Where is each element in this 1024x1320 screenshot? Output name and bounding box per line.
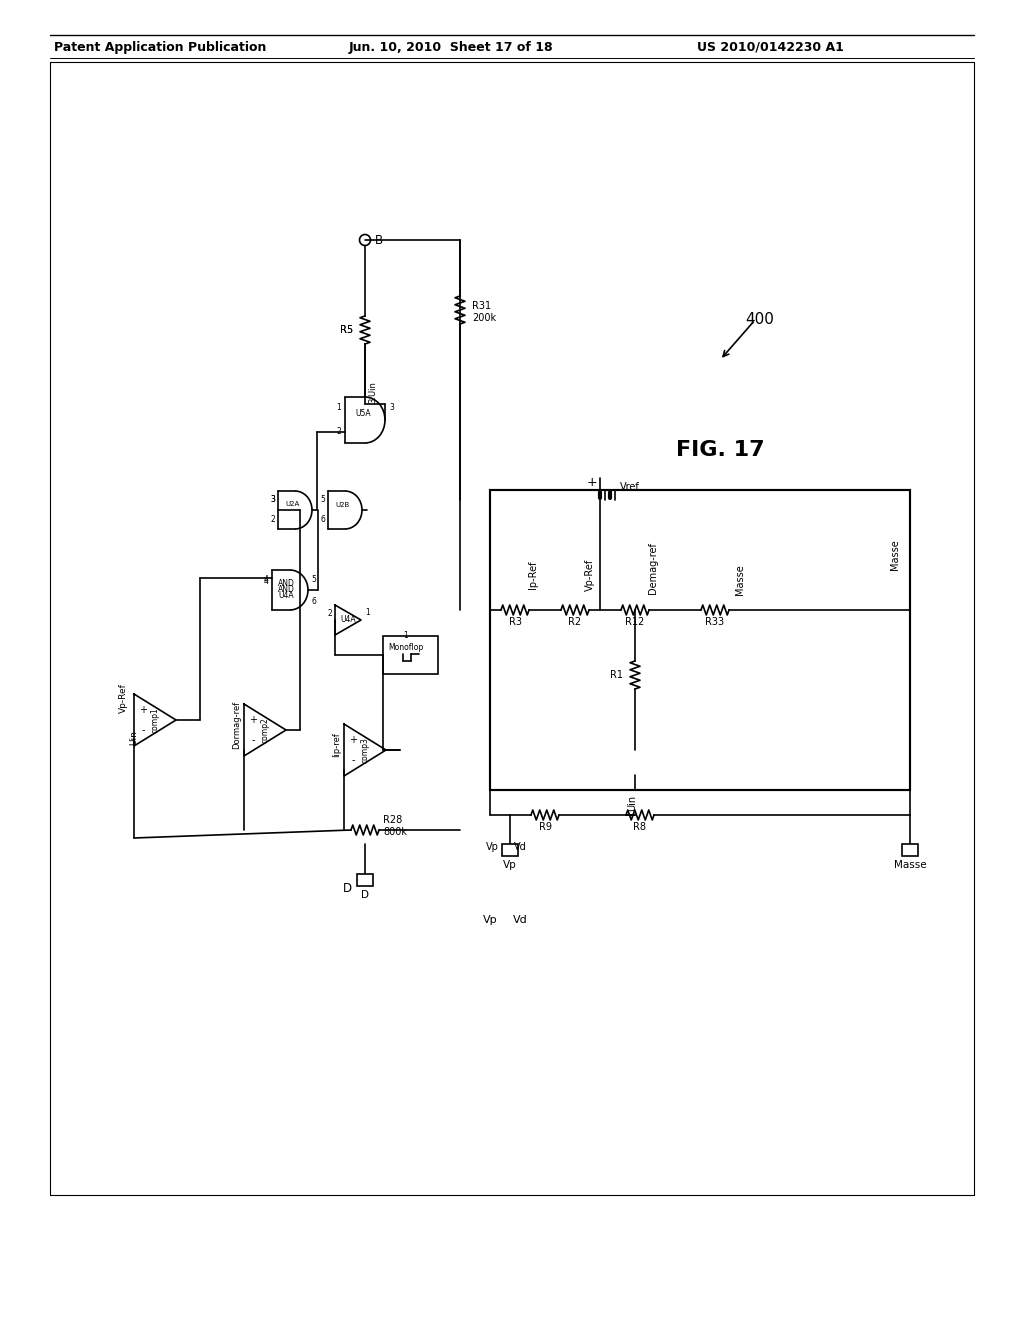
Text: R5: R5: [340, 325, 353, 335]
Text: U4A: U4A: [279, 591, 294, 601]
Text: Vp-Ref: Vp-Ref: [119, 682, 128, 713]
Text: +: +: [249, 714, 257, 725]
Text: Vp: Vp: [482, 915, 498, 925]
Text: AND: AND: [278, 579, 295, 589]
Text: Jun. 10, 2010  Sheet 17 of 18: Jun. 10, 2010 Sheet 17 of 18: [349, 41, 553, 54]
Bar: [502, 843, 518, 855]
Text: +: +: [139, 705, 147, 714]
Text: 2: 2: [336, 428, 341, 437]
Text: 4: 4: [263, 577, 268, 586]
Text: +: +: [349, 735, 357, 744]
Text: FIG. 17: FIG. 17: [676, 440, 764, 459]
Text: Dormag-ref: Dormag-ref: [232, 701, 242, 750]
Text: Monoflop: Monoflop: [388, 643, 424, 652]
Text: AND: AND: [278, 586, 295, 594]
Text: Ip-Ref: Ip-Ref: [528, 561, 538, 589]
Text: 3: 3: [270, 495, 275, 504]
Polygon shape: [344, 723, 386, 776]
Text: 800k: 800k: [383, 828, 407, 837]
Text: 2: 2: [270, 516, 275, 524]
Text: 3.Uin: 3.Uin: [369, 381, 378, 403]
Text: US 2010/0142230 A1: US 2010/0142230 A1: [696, 41, 844, 54]
Text: -: -: [351, 755, 355, 766]
Text: 5: 5: [311, 574, 315, 583]
Text: comp2: comp2: [260, 717, 269, 743]
Text: R31: R31: [472, 301, 492, 312]
Text: Patent Application Publication: Patent Application Publication: [54, 41, 266, 54]
Polygon shape: [335, 605, 361, 635]
Text: 1: 1: [336, 404, 341, 412]
Text: R2: R2: [568, 616, 582, 627]
Text: B: B: [375, 234, 383, 247]
Text: R8: R8: [634, 822, 646, 832]
Text: R3: R3: [509, 616, 521, 627]
Text: R33: R33: [706, 616, 725, 627]
Text: R9: R9: [539, 822, 552, 832]
Text: Vd: Vd: [514, 842, 526, 851]
Text: Vp-Ref: Vp-Ref: [585, 558, 595, 591]
Text: comp3: comp3: [360, 737, 370, 763]
Bar: [383, 636, 437, 675]
Text: R28: R28: [383, 814, 402, 825]
Text: +: +: [587, 477, 597, 490]
Text: 3: 3: [389, 404, 394, 412]
Text: U5A: U5A: [355, 409, 371, 418]
Text: 6: 6: [311, 597, 315, 606]
Text: U2B: U2B: [336, 502, 350, 508]
Text: Vd: Vd: [513, 915, 527, 925]
Polygon shape: [134, 694, 176, 746]
Text: Vref: Vref: [620, 482, 640, 492]
Text: Masse: Masse: [735, 565, 745, 595]
Text: -: -: [141, 726, 145, 735]
Text: Iip-ref: Iip-ref: [333, 733, 341, 758]
Text: U4A: U4A: [340, 615, 355, 624]
Polygon shape: [244, 704, 286, 756]
Text: -: -: [252, 735, 255, 746]
Bar: [357, 874, 373, 886]
Text: Masse: Masse: [890, 540, 900, 570]
Bar: [902, 843, 918, 855]
Text: Uin: Uin: [627, 795, 637, 810]
Text: 1: 1: [403, 631, 409, 639]
Text: 1: 1: [365, 609, 370, 616]
Text: R12: R12: [626, 616, 645, 627]
Text: Masse: Masse: [894, 861, 927, 870]
Text: Demag-ref: Demag-ref: [648, 543, 658, 594]
Text: 3: 3: [270, 495, 275, 504]
Text: 400: 400: [745, 313, 774, 327]
Text: Vp: Vp: [503, 861, 517, 870]
Text: 5: 5: [321, 495, 325, 504]
Bar: [490, 490, 910, 789]
Text: D: D: [361, 890, 369, 900]
Text: D: D: [342, 883, 351, 895]
Text: comp1: comp1: [151, 708, 160, 733]
Text: R1: R1: [610, 671, 623, 680]
Text: 6: 6: [321, 516, 325, 524]
Text: R5: R5: [340, 325, 353, 335]
Text: U2A: U2A: [286, 502, 300, 507]
Text: Uin: Uin: [129, 730, 138, 746]
Text: 2: 2: [328, 609, 332, 618]
Text: 200k: 200k: [472, 313, 496, 323]
Text: 4: 4: [264, 574, 269, 583]
Text: Vp: Vp: [485, 842, 499, 851]
